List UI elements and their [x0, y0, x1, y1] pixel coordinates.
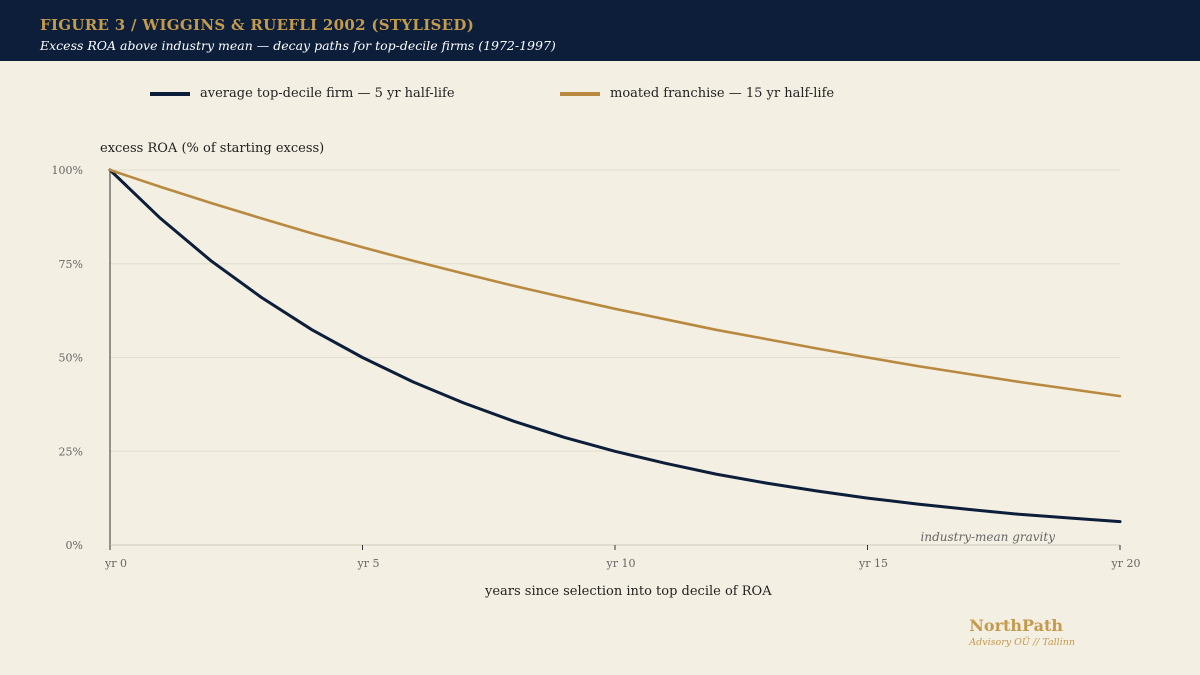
y-tick-label: 25% — [59, 445, 83, 458]
figure-subtitle: Excess ROA above industry mean — decay p… — [40, 38, 556, 53]
y-tick-label: 75% — [59, 258, 83, 271]
legend-label-moated: moated franchise — 15 yr half-life — [610, 86, 835, 101]
brand-subtitle: Advisory OÜ // Tallinn — [969, 637, 1075, 648]
y-tick-label: 0% — [66, 539, 83, 552]
series-line-top-decile — [108, 168, 1122, 524]
brand-name: NorthPath — [969, 616, 1064, 635]
y-axis-label: excess ROA (% of starting excess) — [100, 141, 325, 156]
legend-swatch-moated — [560, 92, 600, 96]
figure-title: FIGURE 3 / WIGGINS & RUEFLI 2002 (STYLIS… — [40, 16, 475, 34]
header-banner: FIGURE 3 / WIGGINS & RUEFLI 2002 (STYLIS… — [0, 0, 1200, 61]
x-tick-label: yr 10 — [606, 557, 636, 570]
y-tick-label: 50% — [59, 352, 83, 365]
brand-block: NorthPath Advisory OÜ // Tallinn — [969, 616, 1075, 648]
x-tick-label: yr 5 — [357, 557, 380, 570]
x-tick-label: yr 20 — [1111, 557, 1141, 570]
x-tick-label: yr 15 — [858, 557, 888, 570]
legend-swatch-top-decile — [150, 92, 190, 96]
series-line-moated — [108, 168, 1122, 398]
y-tick-label: 100% — [52, 164, 83, 177]
legend-label-top-decile: average top-decile firm — 5 yr half-life — [200, 86, 455, 101]
x-tick-label: yr 0 — [104, 557, 127, 570]
x-axis-label: years since selection into top decile of… — [485, 584, 772, 599]
annotation-industry-mean: industry-mean gravity — [921, 530, 1056, 544]
